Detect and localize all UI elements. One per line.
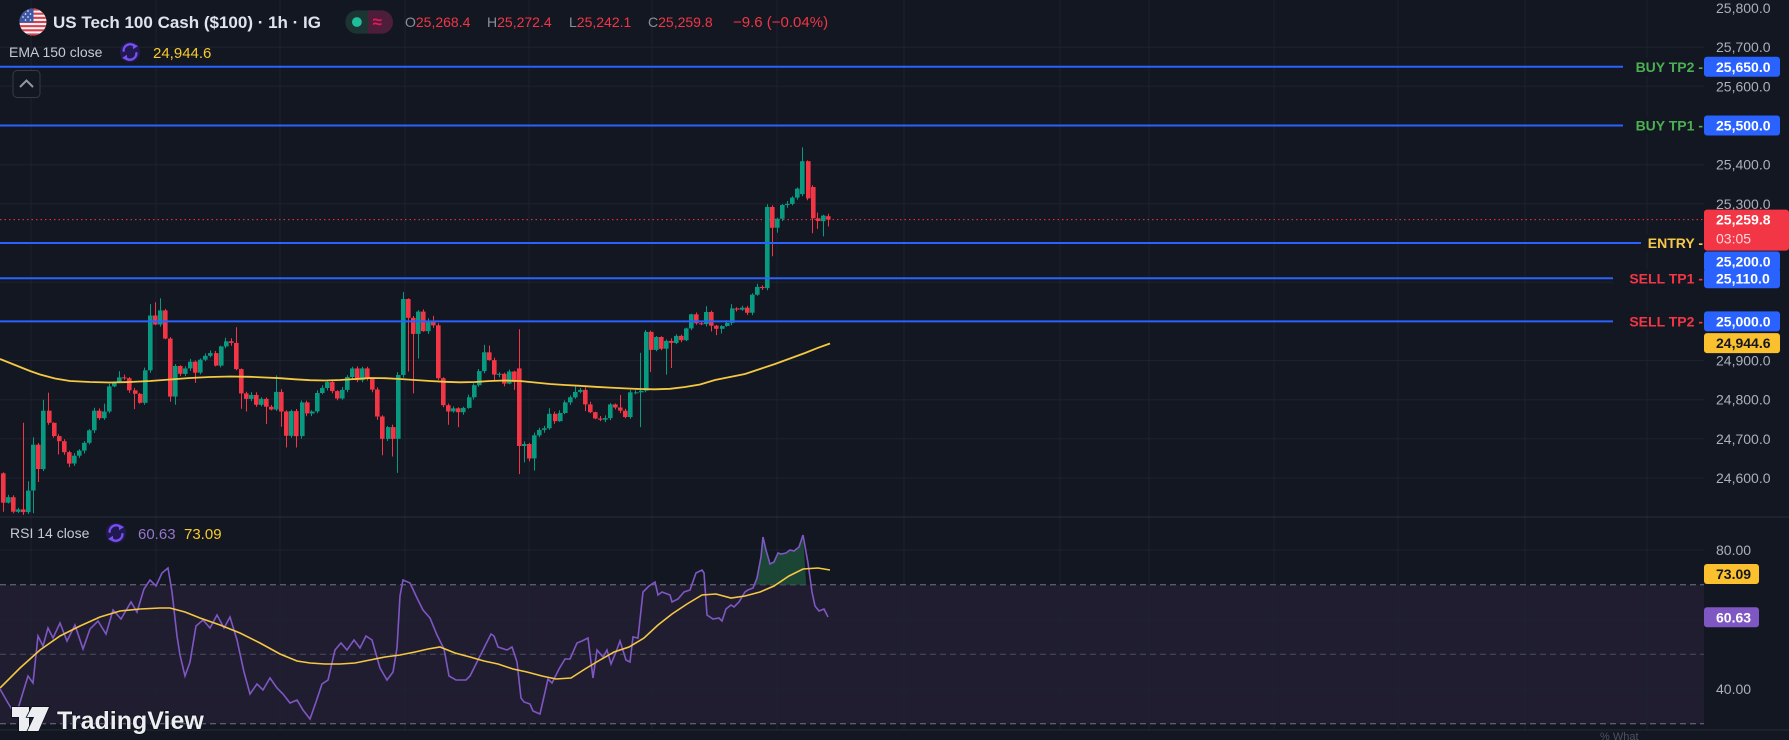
svg-text:−9.6 (−0.04%): −9.6 (−0.04%) (733, 14, 828, 31)
svg-text:25,400.0: 25,400.0 (1716, 157, 1771, 173)
svg-text:25,650.0: 25,650.0 (1716, 59, 1771, 75)
svg-text:SELL TP2 -: SELL TP2 - (1629, 313, 1703, 329)
svg-text:25,500.0: 25,500.0 (1716, 118, 1771, 134)
svg-text:25,110.0: 25,110.0 (1716, 270, 1770, 286)
svg-text:ENTRY -: ENTRY - (1648, 235, 1704, 251)
svg-text:TradingView: TradingView (57, 707, 204, 735)
svg-text:03:05: 03:05 (1716, 231, 1751, 247)
svg-text:24,600.0: 24,600.0 (1716, 470, 1771, 486)
svg-text:≈: ≈ (373, 13, 382, 32)
svg-text:73.09: 73.09 (1716, 566, 1751, 582)
svg-text:25,700.0: 25,700.0 (1716, 39, 1771, 55)
svg-text:L25,242.1: L25,242.1 (569, 14, 632, 30)
svg-text:25,200.0: 25,200.0 (1716, 254, 1771, 270)
svg-text:US Tech 100 Cash ($100) · 1h ·: US Tech 100 Cash ($100) · 1h · IG (53, 13, 321, 32)
svg-text:H25,272.4: H25,272.4 (487, 14, 552, 30)
svg-text:25,300.0: 25,300.0 (1716, 196, 1771, 212)
svg-text:40.00: 40.00 (1716, 681, 1751, 697)
svg-text:60.63: 60.63 (138, 526, 176, 543)
svg-text:25,600.0: 25,600.0 (1716, 78, 1771, 94)
svg-text:24,900.0: 24,900.0 (1716, 353, 1771, 369)
svg-text:25,259.8: 25,259.8 (1716, 212, 1771, 228)
svg-text:24,700.0: 24,700.0 (1716, 431, 1771, 447)
svg-text:BUY TP2 -: BUY TP2 - (1636, 59, 1704, 75)
svg-text:O25,268.4: O25,268.4 (405, 14, 471, 30)
svg-text:RSI 14 close: RSI 14 close (10, 525, 90, 541)
svg-text:% What: % What (1600, 731, 1639, 740)
svg-text:24,944.6: 24,944.6 (1716, 335, 1771, 351)
svg-text:SELL TP1 -: SELL TP1 - (1629, 270, 1703, 286)
svg-text:25,800.0: 25,800.0 (1716, 0, 1771, 16)
svg-text:24,800.0: 24,800.0 (1716, 392, 1771, 408)
svg-text:60.63: 60.63 (1716, 609, 1751, 625)
svg-text:BUY TP1 -: BUY TP1 - (1636, 118, 1704, 134)
svg-text:73.09: 73.09 (184, 526, 222, 543)
svg-text:24,944.6: 24,944.6 (153, 45, 211, 62)
svg-text:25,000.0: 25,000.0 (1716, 313, 1771, 329)
svg-text:80.00: 80.00 (1716, 542, 1751, 558)
svg-text:EMA 150 close: EMA 150 close (9, 44, 103, 60)
svg-text:C25,259.8: C25,259.8 (648, 14, 713, 30)
